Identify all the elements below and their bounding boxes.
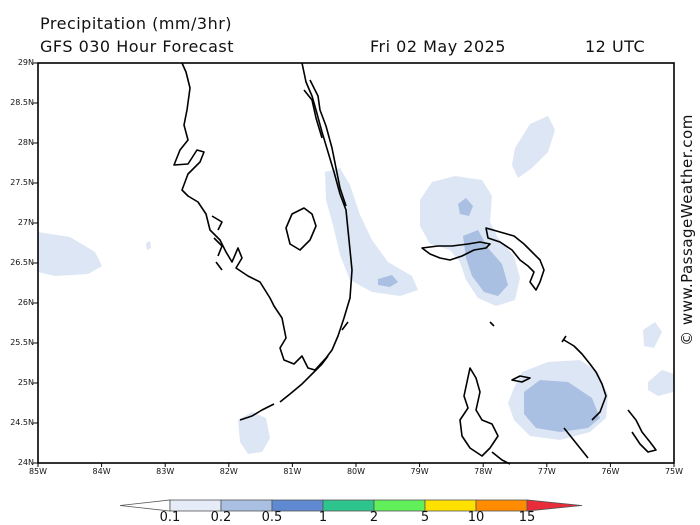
lat-label: 28.5N bbox=[10, 98, 34, 107]
legend-tick: 5 bbox=[420, 510, 430, 525]
lat-label: 26N bbox=[17, 298, 34, 307]
legend-tick: 2 bbox=[369, 510, 379, 525]
lon-label: 84W bbox=[92, 467, 111, 476]
lon-ticks bbox=[37, 463, 675, 467]
lat-label: 27.5N bbox=[10, 178, 34, 187]
forecast-label: GFS 030 Hour Forecast bbox=[40, 37, 235, 56]
legend-tick: 0.5 bbox=[261, 510, 283, 525]
lon-label: 83W bbox=[156, 467, 175, 476]
precip-mid-areas bbox=[378, 198, 600, 432]
lon-label: 85W bbox=[28, 467, 48, 476]
legend-tick: 1 bbox=[318, 510, 328, 525]
lon-label: 77W bbox=[537, 467, 556, 476]
lat-label: 28N bbox=[17, 138, 34, 147]
map-title: Precipitation (mm/3hr) bbox=[40, 14, 233, 33]
lat-label: 26.5N bbox=[10, 258, 34, 267]
legend-tick: 15 bbox=[518, 510, 536, 525]
lat-label: 25.5N bbox=[10, 338, 34, 347]
lat-ticks bbox=[33, 62, 38, 464]
coastlines bbox=[173, 62, 657, 465]
watermark: © www.PassageWeather.com bbox=[678, 114, 696, 346]
legend-tick: 0.1 bbox=[159, 510, 181, 525]
legend-tick: 10 bbox=[467, 510, 485, 525]
lon-label: 81W bbox=[283, 467, 302, 476]
lon-label: 78W bbox=[474, 467, 493, 476]
lon-label: 82W bbox=[219, 467, 238, 476]
lat-label: 25N bbox=[17, 378, 34, 387]
forecast-time: 12 UTC bbox=[585, 37, 646, 56]
lat-label: 29N bbox=[17, 58, 34, 67]
legend-tick: 0.2 bbox=[210, 510, 232, 525]
lon-label: 79W bbox=[410, 467, 429, 476]
lat-label: 27N bbox=[17, 218, 34, 227]
forecast-date: Fri 02 May 2025 bbox=[370, 37, 506, 56]
lat-label: 24.5N bbox=[10, 418, 34, 427]
lat-label: 24N bbox=[17, 458, 34, 467]
lon-label: 75W bbox=[664, 467, 684, 476]
lon-label: 80W bbox=[346, 467, 366, 476]
lon-label: 76W bbox=[601, 467, 620, 476]
